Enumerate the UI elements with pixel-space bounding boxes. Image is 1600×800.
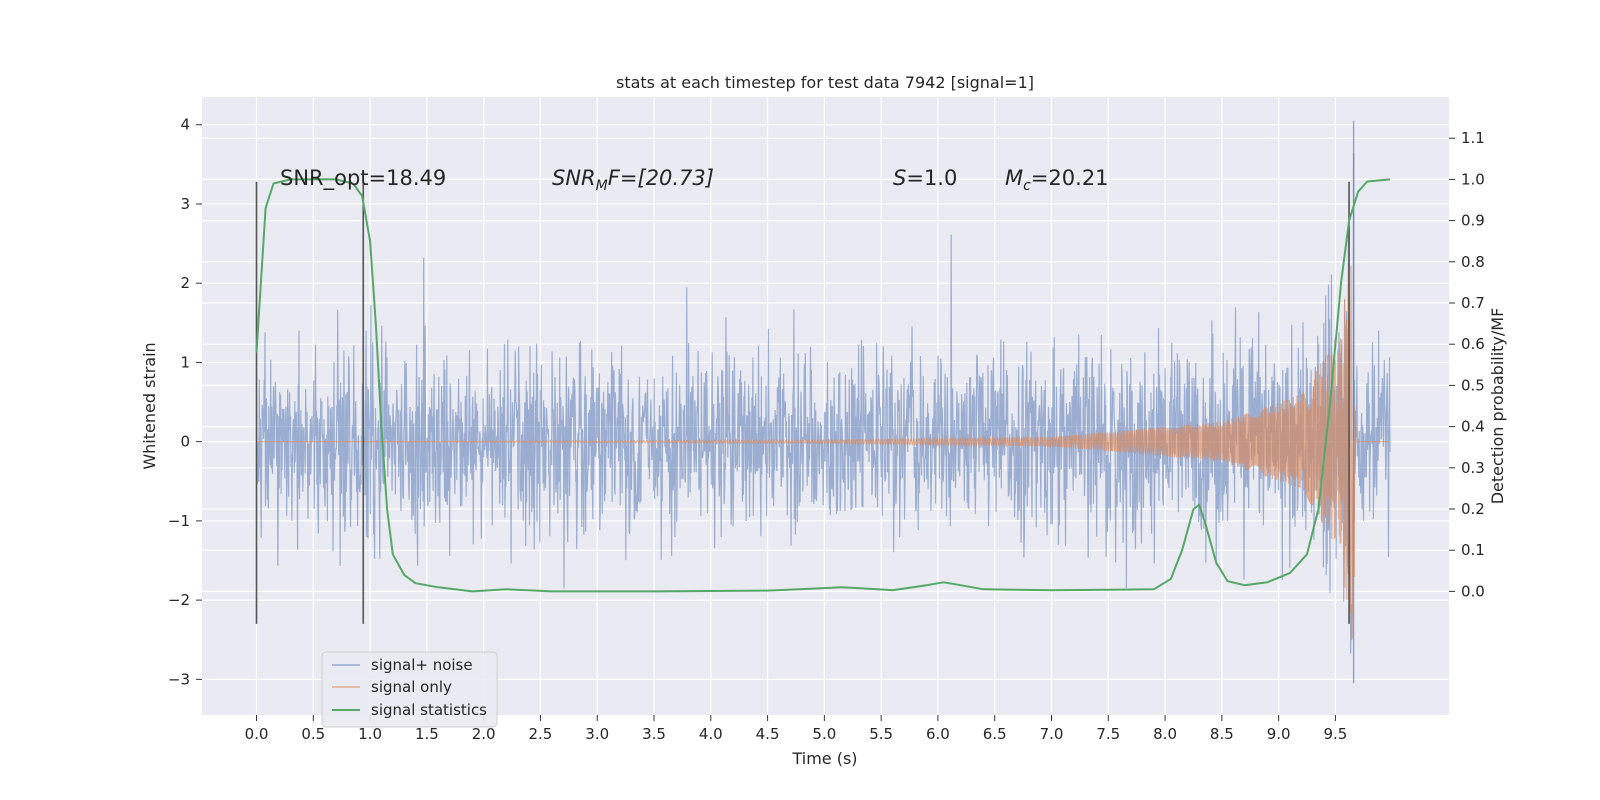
x-tick-label: 3.0 [585,725,609,743]
annotation-mc-main: M [1005,166,1023,190]
legend-label-signal-noise: signal+ noise [371,656,473,674]
legend-label-signal-only: signal only [371,678,452,696]
annotation-snr-mf-main: SNR [552,166,596,190]
y-tick-label: 2 [180,274,190,292]
x-tick-label: 3.5 [642,725,666,743]
y-right-tick-label: 0.1 [1461,541,1485,559]
y-right-tick-label: 1.0 [1461,170,1485,188]
y-right-tick-label: 0.8 [1461,253,1485,271]
x-tick-label: 0.0 [245,725,269,743]
annotation-mc-tail: =20.21 [1031,166,1109,190]
annotation-s-main: S [893,166,906,190]
legend: signal+ noise signal only signal statist… [321,651,498,728]
plot-contents [255,120,1391,684]
y-axis-right-ticks: 0.0 0.1 0.2 0.3 0.4 0.5 0.6 0.7 0.8 0.9 1.0 1.1 [1449,129,1485,600]
annotation-s: S=1.0 [893,166,957,190]
x-tick-label: 4.0 [699,725,723,743]
y-tick-label: −3 [168,670,190,688]
y-right-tick-label: 0.3 [1461,459,1485,477]
y-right-tick-label: 0.0 [1461,582,1485,600]
series-signal-noise [255,152,1391,654]
x-tick-label: 2.0 [472,725,496,743]
y-tick-label: 3 [180,195,190,213]
y-tick-label: 4 [180,116,190,134]
y-right-tick-label: 0.5 [1461,376,1485,394]
x-tick-label: 5.0 [812,725,836,743]
x-tick-label: 7.5 [1096,725,1120,743]
x-tick-label: 1.5 [415,725,439,743]
x-tick-label: 8.5 [1210,725,1234,743]
y-right-tick-label: 0.2 [1461,500,1485,518]
chart-title: stats at each timestep for test data 794… [616,73,1034,92]
series-signal-statistics [255,178,1390,593]
x-axis-label: Time (s) [791,749,857,768]
x-tick-label: 5.5 [869,725,893,743]
y-right-tick-label: 1.1 [1461,129,1485,147]
x-tick-label: 9.0 [1267,725,1291,743]
annotation-snr-mf-tail: F=[20.73] [608,166,714,190]
x-tick-label: 6.0 [926,725,950,743]
y-axis-right-label: Detection probability/MF [1488,308,1507,505]
x-tick-label: 0.5 [301,725,325,743]
x-tick-label: 8.0 [1153,725,1177,743]
annotation-mc-sub: c [1023,178,1031,194]
y-tick-label: 1 [180,353,190,371]
y-tick-label: −1 [168,512,190,530]
annotation-s-tail: =1.0 [906,166,957,190]
annotation-snr-mf: SNRMF=[20.73] [552,166,714,194]
x-axis-ticks: 0.0 0.5 1.0 1.5 2.0 2.5 3.0 3.5 4.0 4.5 5.0 5.5 6.0 6… [245,715,1348,743]
y-right-tick-label: 0.4 [1461,418,1485,436]
y-right-tick-label: 0.6 [1461,335,1485,353]
y-tick-label: −2 [168,591,190,609]
y-right-tick-label: 0.9 [1461,212,1485,230]
y-axis-ticks: −3 −2 −1 0 1 2 3 4 [168,116,202,688]
y-tick-label: 0 [180,433,190,451]
annotations: SNR_opt=18.49 SNRMF=[20.73] S=1.0 Mc=20.… [280,166,1109,194]
annotation-mc: Mc=20.21 [1005,166,1109,194]
y-right-tick-label: 0.7 [1461,294,1485,312]
annotation-snr-opt: SNR_opt=18.49 [280,166,446,191]
x-tick-label: 1.0 [358,725,382,743]
x-tick-label: 4.5 [756,725,780,743]
legend-box [321,651,498,728]
legend-label-signal-statistics: signal statistics [371,701,487,719]
series-signal-only [256,265,1390,639]
x-tick-label: 6.5 [983,725,1007,743]
annotation-snr-mf-sub: M [596,178,608,194]
x-tick-label: 2.5 [529,725,553,743]
y-axis-label: Whitened strain [140,342,159,469]
x-tick-label: 9.5 [1324,725,1348,743]
x-tick-label: 7.0 [1040,725,1064,743]
